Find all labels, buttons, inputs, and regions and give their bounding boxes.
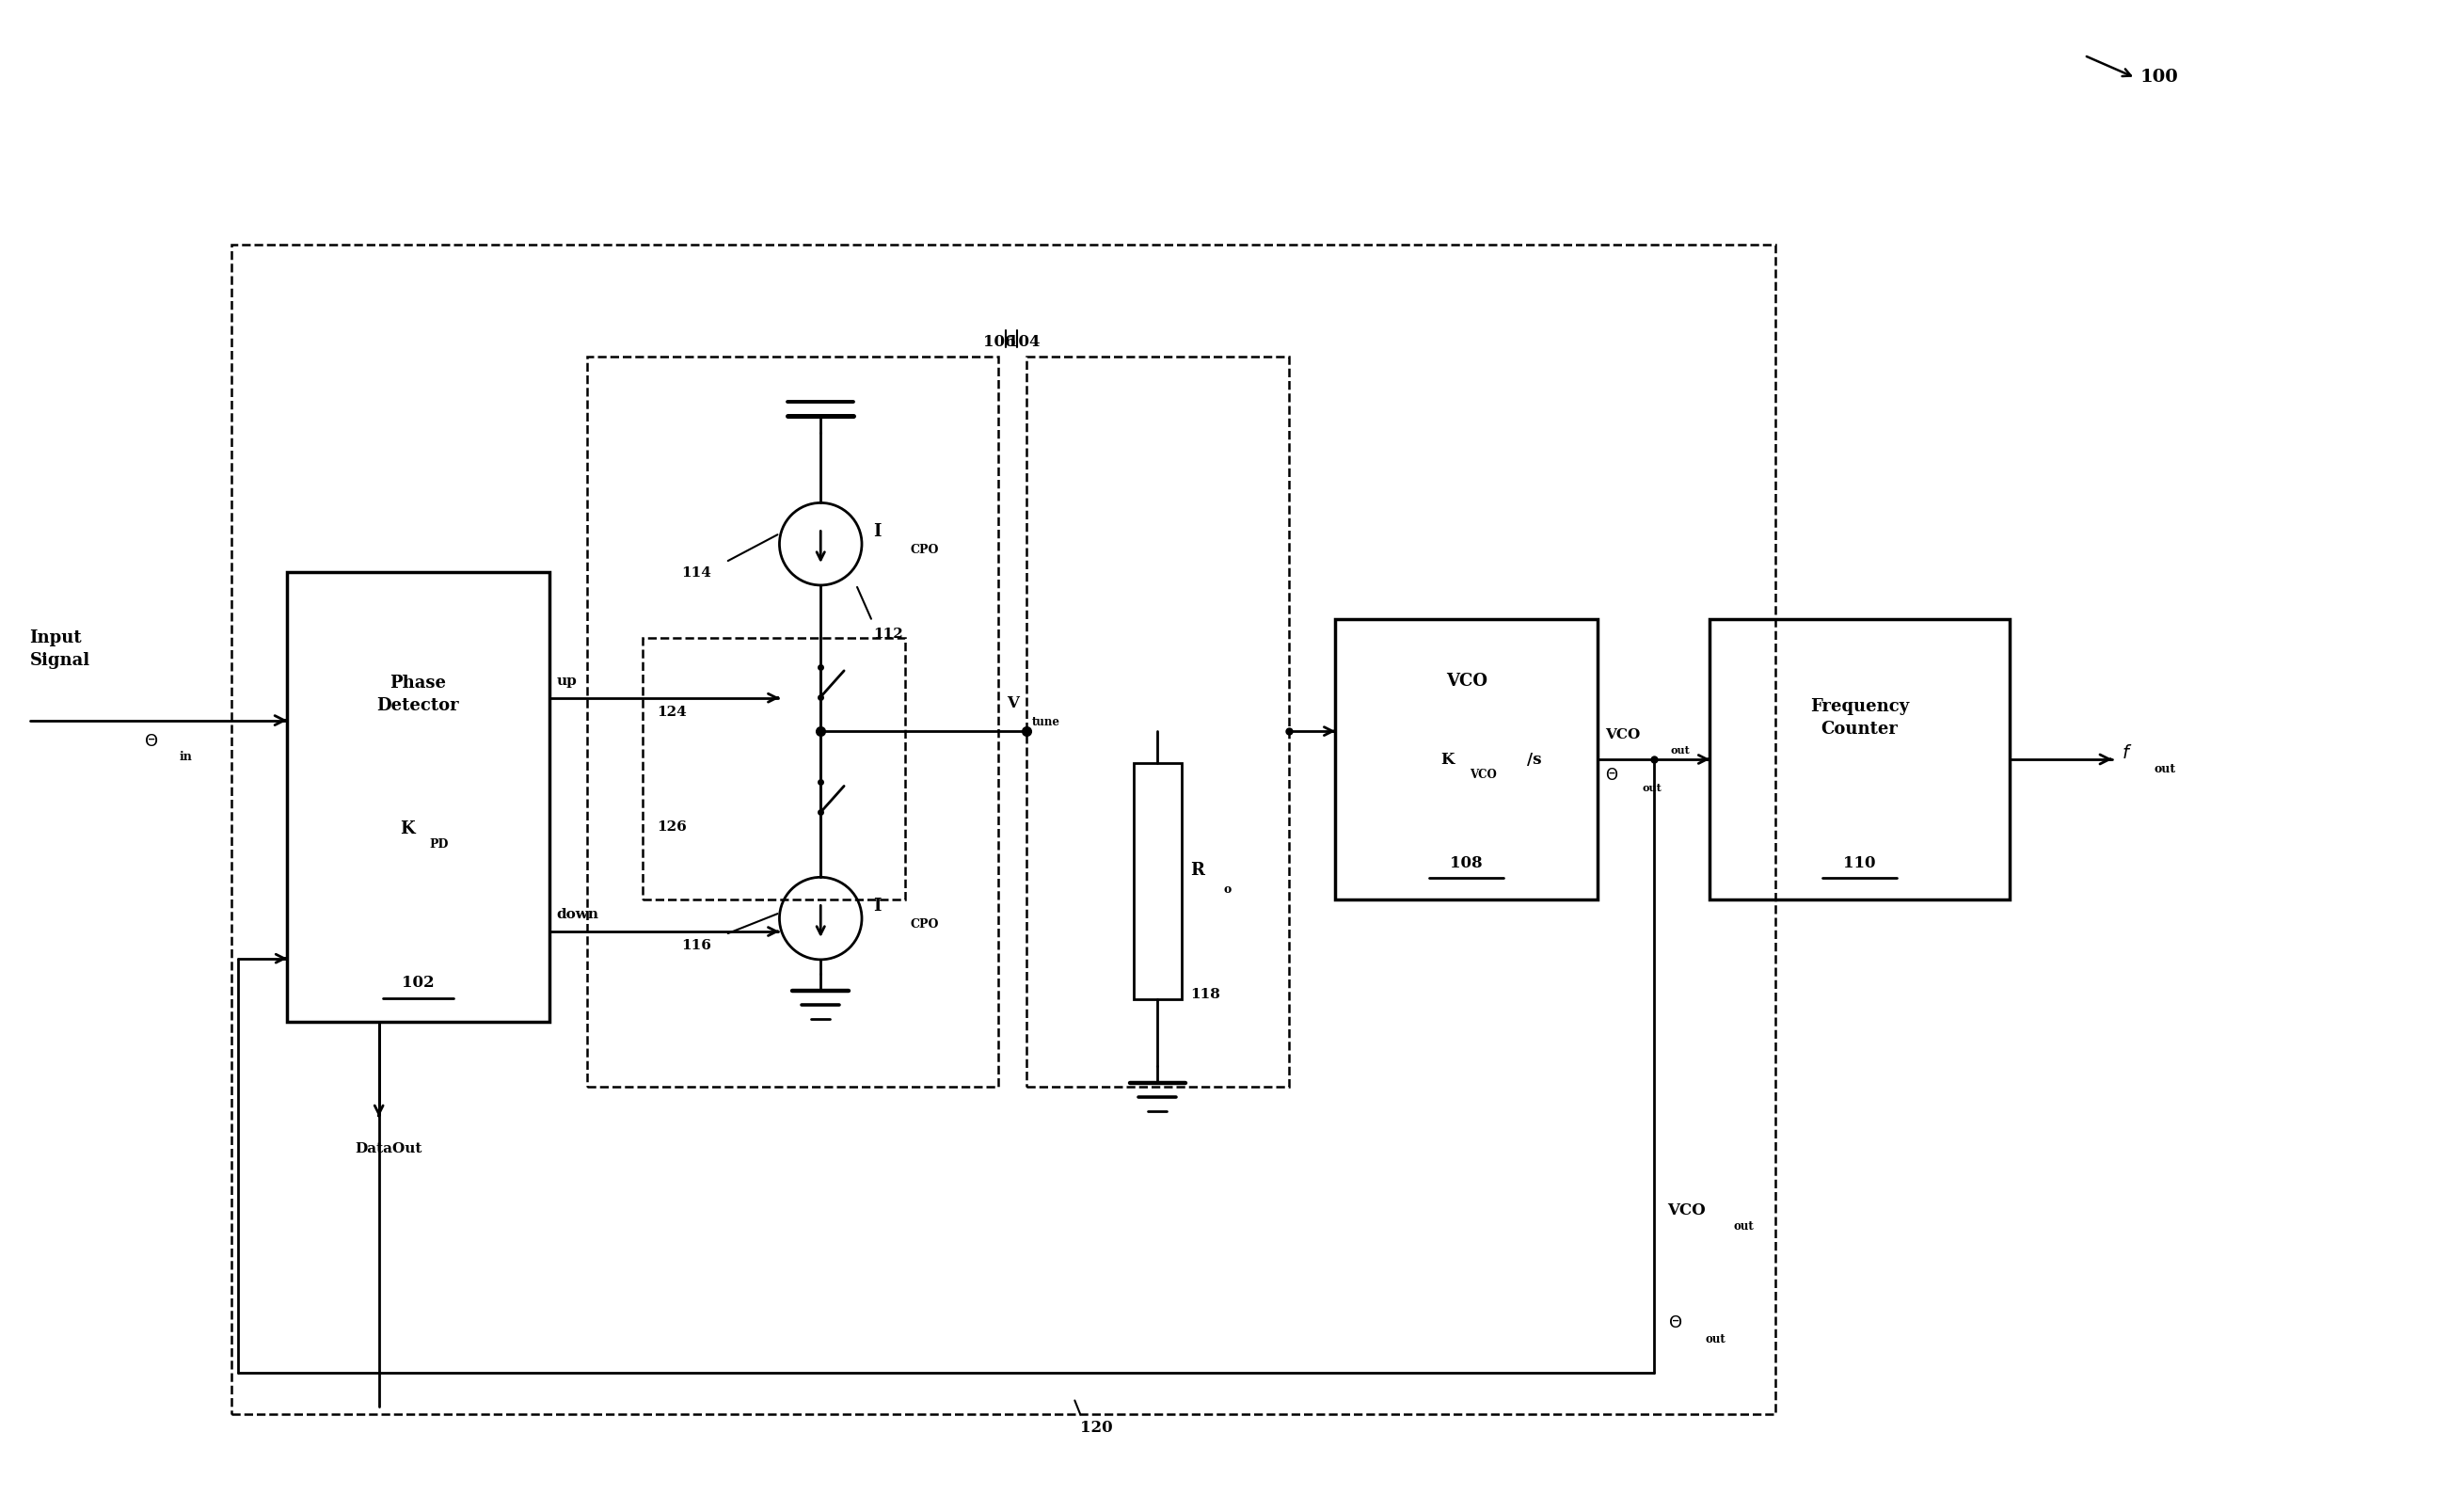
Text: 108: 108 <box>1450 854 1482 871</box>
Bar <box>642 638 904 900</box>
Text: out: out <box>1705 1332 1727 1344</box>
Text: Input
Signal: Input Signal <box>29 629 91 668</box>
Bar <box>1335 620 1597 900</box>
Text: 102: 102 <box>402 974 433 990</box>
Text: I: I <box>872 523 882 540</box>
Bar <box>287 573 549 1022</box>
Text: 100: 100 <box>2140 68 2180 85</box>
Text: CPO: CPO <box>911 918 938 930</box>
Text: 120: 120 <box>1080 1420 1112 1435</box>
Text: $f$: $f$ <box>2121 744 2133 761</box>
Bar <box>1134 764 1183 999</box>
Text: 110: 110 <box>1844 854 1876 871</box>
Bar <box>588 357 999 1087</box>
Text: 104: 104 <box>1009 334 1041 349</box>
Text: /s: /s <box>1526 751 1540 768</box>
Text: I: I <box>872 897 882 915</box>
Text: tune: tune <box>1031 715 1060 727</box>
Bar <box>1026 357 1288 1087</box>
Text: VCO: VCO <box>1668 1202 1707 1219</box>
Text: $\Theta$: $\Theta$ <box>144 733 159 750</box>
Text: down: down <box>556 907 600 921</box>
Text: Phase
Detector: Phase Detector <box>377 674 460 714</box>
Bar <box>230 245 1776 1415</box>
Text: K: K <box>399 820 414 838</box>
Text: 116: 116 <box>681 939 710 951</box>
Text: DataOut: DataOut <box>355 1142 421 1155</box>
Text: $\Theta$: $\Theta$ <box>1604 767 1619 783</box>
Text: out: out <box>1643 782 1663 792</box>
Text: in: in <box>179 750 193 762</box>
Text: 114: 114 <box>681 565 710 579</box>
Text: PD: PD <box>429 838 448 850</box>
Text: out: out <box>1734 1220 1753 1232</box>
Text: 126: 126 <box>656 820 686 833</box>
Text: 112: 112 <box>872 627 904 640</box>
Text: VCO: VCO <box>1445 673 1487 689</box>
Text: out: out <box>2155 764 2177 776</box>
Text: 124: 124 <box>656 705 686 718</box>
Text: 106: 106 <box>982 334 1016 349</box>
Text: V: V <box>1007 696 1019 711</box>
Text: o: o <box>1222 883 1232 895</box>
Text: Frequency
Counter: Frequency Counter <box>1810 699 1910 738</box>
Text: R: R <box>1190 862 1205 878</box>
Text: out: out <box>1670 745 1690 754</box>
Text: CPO: CPO <box>911 543 938 555</box>
Text: K: K <box>1440 751 1455 768</box>
Text: $\Theta$: $\Theta$ <box>1668 1314 1682 1331</box>
Text: up: up <box>556 674 578 686</box>
Text: 118: 118 <box>1190 987 1220 999</box>
Bar <box>1709 620 2008 900</box>
Text: VCO: VCO <box>1469 768 1496 780</box>
Text: VCO: VCO <box>1604 727 1641 741</box>
